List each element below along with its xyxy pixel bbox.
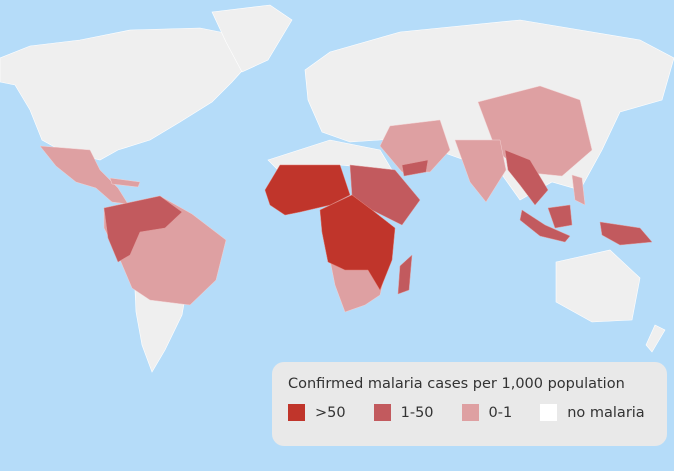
west-central-africa	[264, 164, 351, 216]
mexico-central-america	[39, 145, 129, 205]
new-zealand	[645, 324, 666, 353]
south-america-northwest	[103, 195, 183, 263]
legend-swatch-none	[540, 404, 558, 421]
southeast-asia-mainland	[504, 149, 549, 206]
legend-swatch-low	[461, 404, 479, 421]
caribbean	[109, 177, 141, 188]
legend-item-high: >50	[288, 404, 346, 421]
middle-east	[379, 119, 451, 173]
legend-label: 1-50	[400, 404, 434, 421]
indonesia	[519, 209, 571, 243]
australia	[555, 249, 641, 323]
legend-swatch-mid	[373, 404, 391, 421]
legend-item-low: 0-1	[461, 404, 513, 421]
borneo	[547, 204, 573, 229]
madagascar	[397, 254, 413, 295]
legend-item-none: no malaria	[540, 404, 645, 421]
legend-item-mid: 1-50	[373, 404, 434, 421]
yemen	[401, 159, 429, 177]
papua	[599, 221, 653, 246]
map-legend: Confirmed malaria cases per 1,000 popula…	[272, 362, 667, 446]
legend-label: no malaria	[567, 404, 645, 421]
legend-label: 0-1	[488, 404, 513, 421]
legend-title: Confirmed malaria cases per 1,000 popula…	[288, 376, 625, 392]
philippines	[571, 174, 586, 206]
central-east-africa	[319, 194, 396, 291]
legend-label: >50	[315, 404, 346, 421]
india	[454, 139, 507, 203]
north-america	[0, 27, 253, 161]
legend-swatch-high	[288, 404, 305, 421]
greenland	[211, 4, 293, 73]
